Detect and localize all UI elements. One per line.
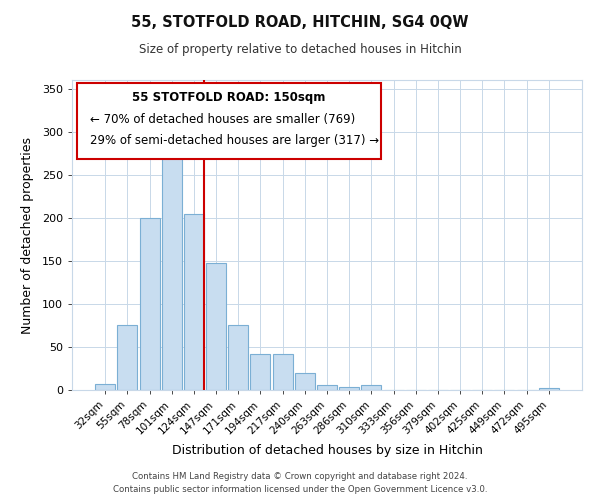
Text: Contains public sector information licensed under the Open Government Licence v3: Contains public sector information licen… <box>113 485 487 494</box>
Bar <box>206 262 226 390</box>
X-axis label: Distribution of detached houses by size in Hitchin: Distribution of detached houses by size … <box>172 444 482 457</box>
Bar <box>339 386 359 390</box>
Bar <box>295 373 315 390</box>
Bar <box>95 384 115 390</box>
Text: ← 70% of detached houses are smaller (769): ← 70% of detached houses are smaller (76… <box>90 112 355 126</box>
Bar <box>140 218 160 390</box>
Bar <box>361 385 382 390</box>
Text: Contains HM Land Registry data © Crown copyright and database right 2024.: Contains HM Land Registry data © Crown c… <box>132 472 468 481</box>
Bar <box>539 388 559 390</box>
Text: 55, STOTFOLD ROAD, HITCHIN, SG4 0QW: 55, STOTFOLD ROAD, HITCHIN, SG4 0QW <box>131 15 469 30</box>
Text: Size of property relative to detached houses in Hitchin: Size of property relative to detached ho… <box>139 42 461 56</box>
Bar <box>184 214 204 390</box>
Y-axis label: Number of detached properties: Number of detached properties <box>20 136 34 334</box>
Bar <box>250 354 271 390</box>
Text: 29% of semi-detached houses are larger (317) →: 29% of semi-detached houses are larger (… <box>90 134 379 147</box>
Bar <box>118 326 137 390</box>
Bar <box>272 354 293 390</box>
Text: 55 STOTFOLD ROAD: 150sqm: 55 STOTFOLD ROAD: 150sqm <box>132 91 326 104</box>
Bar <box>162 153 182 390</box>
Bar <box>317 385 337 390</box>
FancyBboxPatch shape <box>77 83 380 159</box>
Bar <box>228 324 248 390</box>
